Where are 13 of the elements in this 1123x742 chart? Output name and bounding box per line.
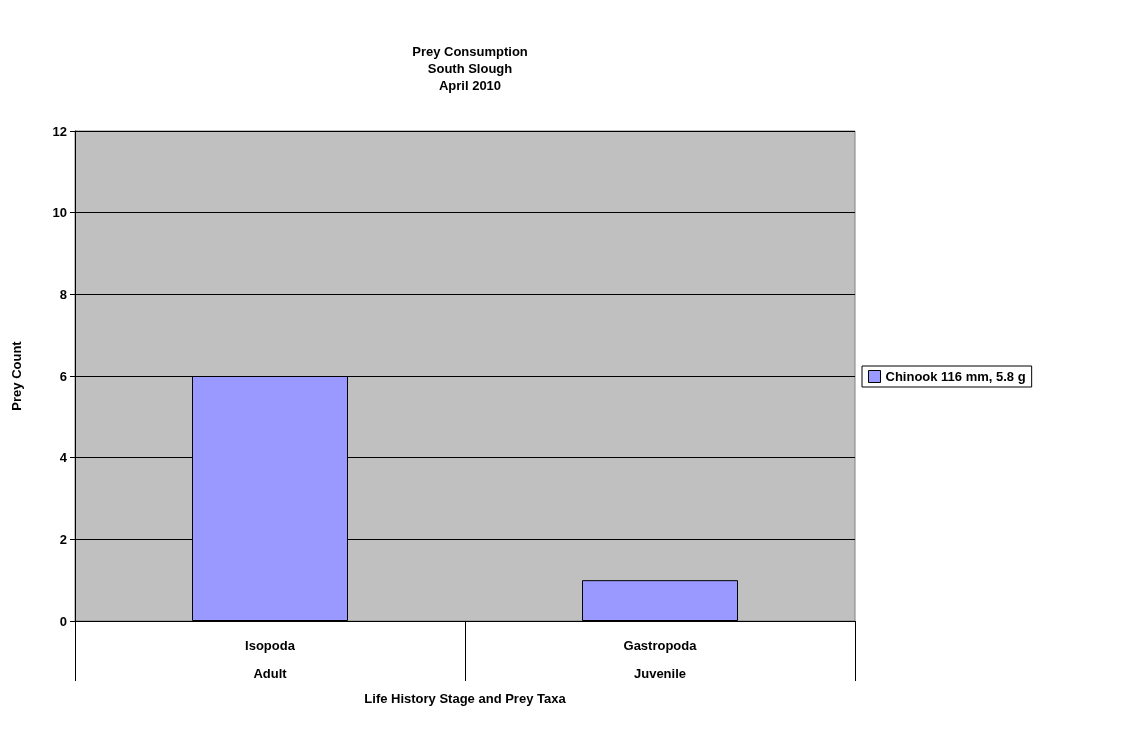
legend-label: Chinook 116 mm, 5.8 g bbox=[885, 369, 1026, 384]
chart-title: Prey Consumption South Slough April 2010 bbox=[412, 44, 528, 93]
y-axis-title: Prey Count bbox=[9, 340, 24, 411]
y-tick-label: 4 bbox=[59, 450, 68, 466]
y-tick-label: 10 bbox=[52, 205, 67, 221]
y-tick-label: 8 bbox=[59, 286, 67, 302]
y-tick-label: 2 bbox=[59, 531, 67, 547]
x-tick-label: Gastropoda Juvenile bbox=[623, 637, 698, 681]
y-tick-label: 6 bbox=[59, 368, 67, 384]
x-tick-label: Isopoda Adult bbox=[245, 637, 296, 681]
y-tick-label: 12 bbox=[52, 123, 67, 139]
x-axis-title: Life History Stage and Prey Taxa bbox=[364, 690, 567, 706]
y-tick-label: 0 bbox=[59, 613, 67, 629]
